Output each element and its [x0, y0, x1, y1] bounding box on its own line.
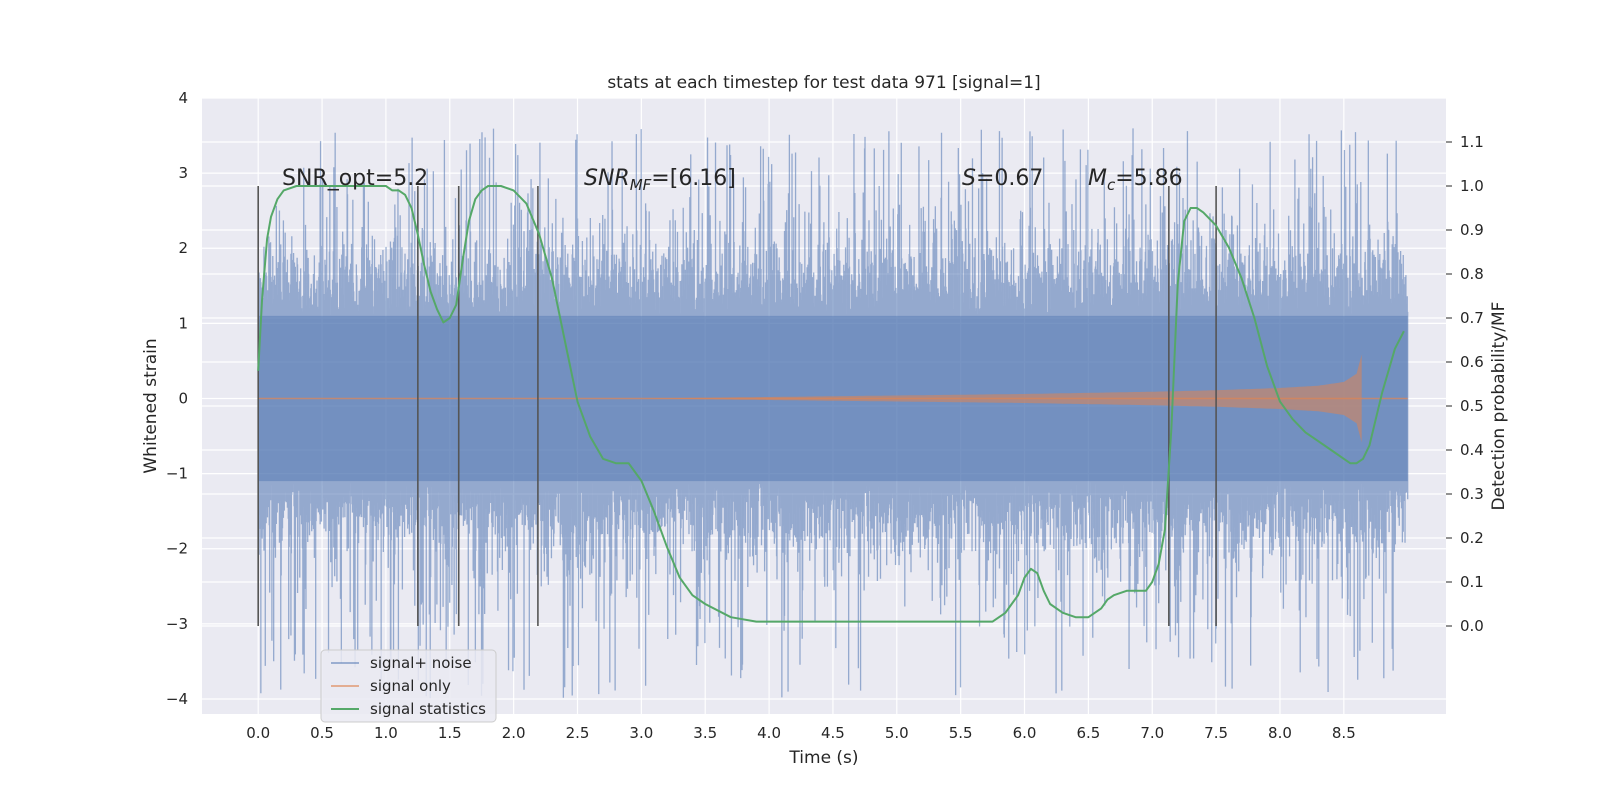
x-tick-label: 7.0: [1140, 724, 1164, 742]
legend: signal+ noise signal only signal statist…: [320, 649, 497, 723]
x-tick-label: 0.0: [246, 724, 270, 742]
right-y-axis-label: Detection probability/MF: [1489, 302, 1509, 511]
signal-statistics-series: [257, 185, 1405, 623]
signal-statistics-line: [257, 185, 1405, 623]
y-tick-label: 3: [178, 164, 188, 182]
x-tick-label: 3.0: [629, 724, 653, 742]
legend-box: [320, 649, 497, 723]
x-tick-label: 3.5: [693, 724, 717, 742]
x-tick-label: 4.5: [821, 724, 845, 742]
annotation-snr-mf: SNRMF=[6.16]: [584, 166, 736, 194]
annotation-s: S=0.67: [962, 166, 1043, 191]
annotation-mc-sub: c: [1107, 176, 1116, 194]
y-right-tick-label: 0.8: [1460, 265, 1484, 283]
x-tick-label: 6.5: [1076, 724, 1100, 742]
left-axis-ticks: 4 3 2 1 0 −1 −2 −3 −4: [166, 89, 188, 708]
legend-label-signal-only: signal only: [370, 677, 451, 695]
y-right-tick-label: 0.6: [1460, 353, 1484, 371]
right-axis-ticks: 0.0 0.1 0.2 0.3 0.4 0.5 0.6 0.7 0.8 0.9 1.0 1.1: [1446, 133, 1484, 635]
signal-only-series: [258, 354, 1408, 443]
vertical-marker-lines: [257, 186, 1217, 626]
y-tick-label: −4: [166, 690, 188, 708]
x-axis-ticks: 0.0 0.5 1.0 1.5 2.0 2.5 3.0 3.5 4.0 4.5 5.0 5.5 6.0 6…: [246, 724, 1355, 742]
x-tick-label: 8.0: [1268, 724, 1292, 742]
y-right-tick-label: 1.1: [1460, 133, 1484, 151]
annotation-s-main: S: [962, 166, 976, 191]
annotation-s-value: =0.67: [976, 166, 1043, 191]
x-tick-label: 5.5: [949, 724, 973, 742]
y-tick-label: 1: [178, 314, 188, 332]
x-tick-label: 4.0: [757, 724, 781, 742]
y-right-tick-label: 0.2: [1460, 529, 1484, 547]
y-tick-label: −1: [166, 465, 188, 483]
x-tick-label: 0.5: [310, 724, 334, 742]
x-tick-label: 6.0: [1013, 724, 1037, 742]
y-axis-label: Whitened strain: [141, 338, 161, 473]
x-tick-label: 7.5: [1204, 724, 1228, 742]
y-right-tick-label: 1.0: [1460, 177, 1484, 195]
x-tick-label: 2.0: [502, 724, 526, 742]
annotation-snr-mf-value: =[6.16]: [651, 166, 736, 191]
y-right-tick-label: 0.9: [1460, 221, 1484, 239]
annotation-mc-main: M: [1088, 166, 1107, 191]
y-right-tick-label: 0.3: [1460, 485, 1484, 503]
y-right-tick-label: 0.4: [1460, 441, 1484, 459]
y-right-tick-label: 0.7: [1460, 309, 1484, 327]
x-tick-label: 1.0: [374, 724, 398, 742]
x-tick-label: 2.5: [566, 724, 590, 742]
legend-label-signal-noise: signal+ noise: [370, 654, 472, 672]
annotation-mc-value: =5.86: [1115, 166, 1182, 191]
x-tick-label: 1.5: [438, 724, 462, 742]
y-tick-label: 4: [178, 89, 188, 107]
x-tick-label: 5.0: [885, 724, 909, 742]
legend-label-signal-statistics: signal statistics: [370, 700, 486, 718]
annotation-mc: Mc=5.86: [1088, 166, 1183, 194]
y-right-tick-label: 0.1: [1460, 573, 1484, 591]
annotation-snr-opt: SNR_opt=5.2: [282, 166, 428, 191]
y-right-tick-label: 0.0: [1460, 617, 1484, 635]
y-tick-label: −2: [166, 540, 188, 558]
annotation-snr-mf-sub: MF: [630, 176, 652, 194]
y-right-tick-label: 0.5: [1460, 397, 1484, 415]
stat-annotations: SNR_opt=5.2 SNRMF=[6.16] S=0.67 Mc=5.86: [282, 166, 1183, 194]
chart-title: stats at each timestep for test data 971…: [607, 73, 1040, 93]
y-tick-label: 2: [178, 239, 188, 257]
y-tick-label: 0: [178, 389, 188, 407]
y-tick-label: −3: [166, 615, 188, 633]
x-axis-label: Time (s): [788, 748, 858, 768]
annotation-snr-mf-main: SNR: [584, 166, 630, 191]
x-tick-label: 8.5: [1332, 724, 1356, 742]
